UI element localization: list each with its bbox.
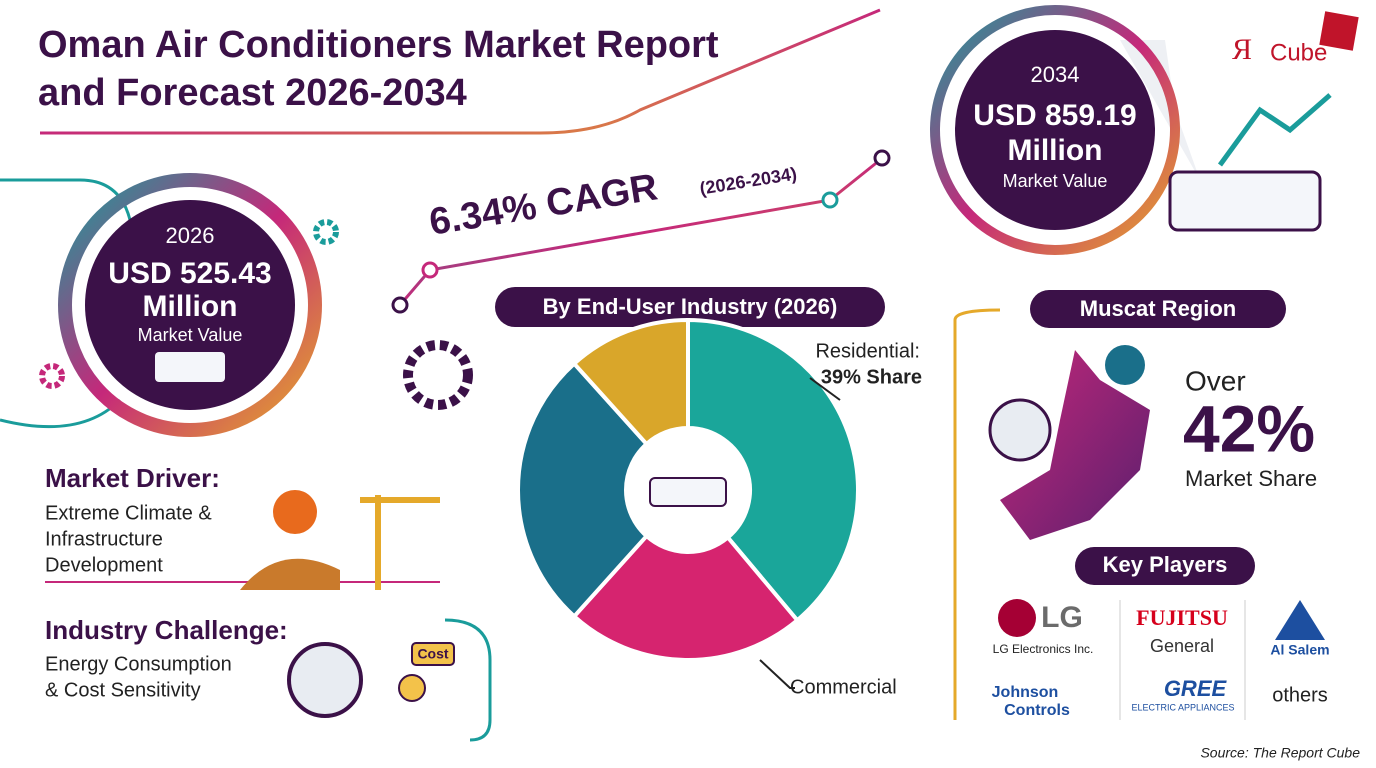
cagr-period: (2026-2034) (698, 164, 798, 199)
logo-cube (1319, 11, 1359, 51)
deco-shape (1120, 40, 1200, 180)
player-name: Johnson (992, 684, 1059, 701)
player-name: LG (1041, 601, 1083, 634)
player-sub: ELECTRIC APPLIANCES (1131, 702, 1234, 712)
arrow-icon (1217, 93, 1332, 167)
challenge-line: & Cost Sensitivity (45, 679, 201, 701)
year: 2026 (166, 223, 215, 248)
alsalem-logo (1275, 600, 1325, 640)
ac-icon (155, 352, 225, 382)
ring (930, 5, 1180, 255)
driver-title: Market Driver: (45, 463, 220, 493)
gear-icon (403, 340, 473, 410)
sun-icon (273, 490, 317, 534)
pill (1030, 290, 1286, 328)
pin-icon (1105, 345, 1145, 385)
lg-logo (998, 599, 1036, 637)
unit: Million (143, 290, 238, 323)
deco-dot (391, 296, 409, 314)
value-circle (85, 200, 295, 410)
year: 2034 (1031, 62, 1080, 87)
player-name: FUJITSU (1136, 605, 1228, 630)
crane-icon (360, 495, 440, 590)
value-circle (955, 30, 1155, 230)
cost-tag (411, 642, 455, 666)
hill-icon (240, 558, 340, 590)
cost-label: Cost (417, 646, 448, 662)
pill (495, 287, 885, 327)
amount: USD 859.19 (973, 99, 1136, 132)
gear-icon (313, 219, 339, 245)
driver-line: Extreme Climate & (45, 502, 212, 524)
deco-dot (421, 261, 439, 279)
title: Oman Air Conditioners Market Report (38, 24, 719, 66)
ac-icon (988, 398, 1052, 462)
cagr-value: 6.34% CAGR (426, 166, 660, 243)
commercial-label: Commercial (790, 676, 897, 698)
ac-icon (649, 477, 727, 507)
deco-line (398, 158, 881, 306)
challenge-title: Industry Challenge: (45, 615, 288, 645)
player-sub: LG Electronics Inc. (993, 642, 1094, 656)
title: and Forecast 2026-2034 (38, 72, 467, 114)
value-label: Market Value (138, 325, 243, 345)
deco-dot (873, 149, 891, 167)
deco-line (444, 618, 492, 742)
deco-line (40, 8, 881, 135)
region-title: Muscat Region (1080, 296, 1236, 321)
ring (58, 173, 322, 437)
gear-icon (39, 363, 65, 389)
logo-text: Cube (1270, 39, 1327, 66)
unit: Million (1008, 134, 1103, 167)
meter-icon (287, 642, 363, 718)
player-name: Al Salem (1270, 642, 1329, 658)
residential-share: 39% Share (821, 366, 922, 388)
chart-title: By End-User Industry (2026) (543, 294, 838, 319)
region-share: 42% (1183, 391, 1315, 465)
residential-label: Residential: (815, 340, 920, 362)
logo-mark: Я (1232, 33, 1252, 66)
amount: USD 525.43 (108, 257, 271, 290)
driver-line: Development (45, 554, 163, 576)
leader (759, 659, 795, 689)
deco-line (953, 308, 1001, 720)
challenge-line: Energy Consumption (45, 653, 232, 675)
coin-icon (398, 674, 426, 702)
source: Source: The Report Cube (1200, 745, 1360, 761)
leader (809, 377, 841, 401)
map-shape (1000, 350, 1150, 540)
region-label: Market Share (1185, 466, 1317, 491)
value-label: Market Value (1003, 171, 1108, 191)
region-prefix: Over (1185, 365, 1246, 396)
driver-line: Infrastructure (45, 528, 163, 550)
pill (1075, 547, 1255, 585)
player-sub: Controls (1004, 702, 1070, 719)
deco-dot (821, 191, 839, 209)
player-name: others (1272, 684, 1328, 706)
ac-icon (1168, 170, 1322, 232)
player-sub: General (1150, 636, 1214, 656)
player-name: GREE (1164, 676, 1228, 701)
players-title: Key Players (1103, 552, 1228, 577)
